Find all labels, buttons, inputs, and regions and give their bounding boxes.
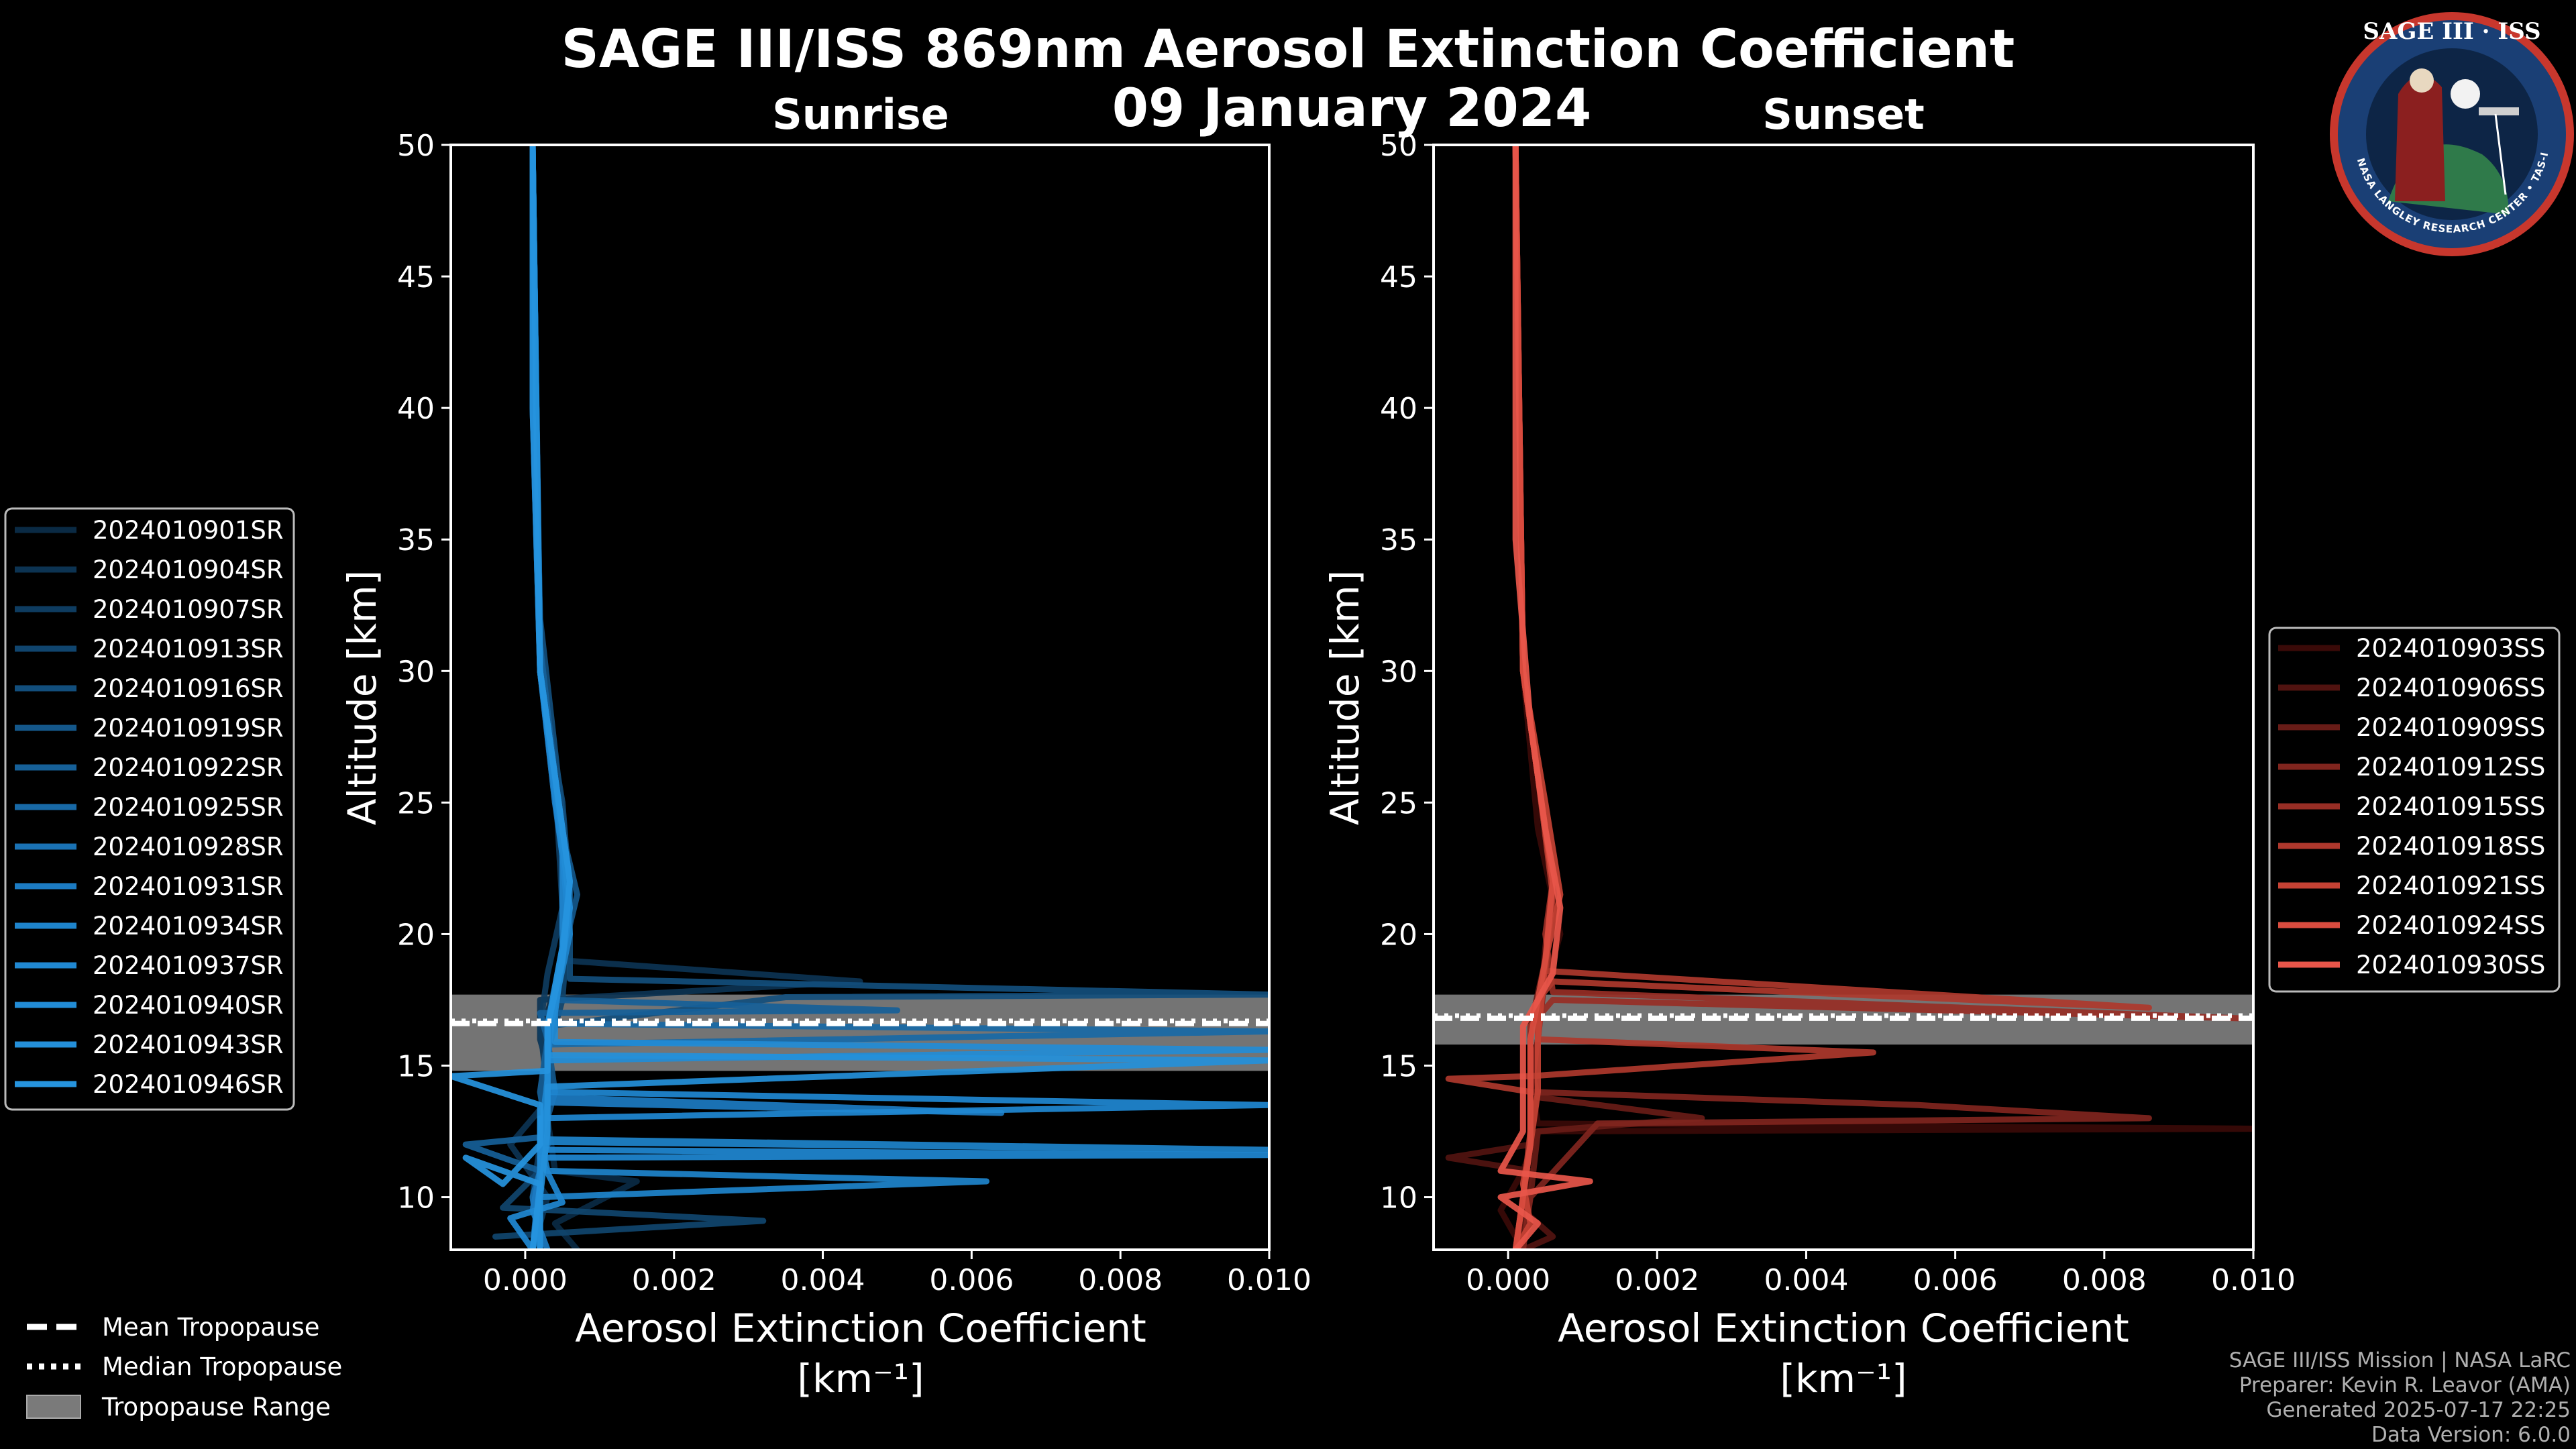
sunset-y-tick-label: 15: [1380, 1050, 1417, 1084]
sunrise-legend-label: 2024010916SR: [93, 674, 284, 703]
sunset-x-axis-unit: [km⁻¹]: [1780, 1356, 1907, 1401]
sunrise-legend-label: 2024010943SR: [93, 1030, 284, 1059]
logo-figure-icon: [2395, 75, 2445, 201]
sunrise-series-line-2024010946SR: [451, 145, 573, 1250]
sunset-legend-label: 2024010906SS: [2356, 674, 2545, 702]
sunrise-legend: 2024010901SR 2024010904SR 2024010907SR 2024…: [4, 507, 295, 1111]
sunrise-legend-label: 2024010922SR: [93, 753, 284, 782]
sunrise-y-tick-label: 25: [397, 786, 435, 820]
logo-iss-icon: [2479, 107, 2519, 115]
sunset-panel: 0.000 0.002 0.004 0.006 0.008 0.010 10 15 20 25 30…: [1322, 129, 2296, 1401]
sunset-y-tick-label: 25: [1380, 786, 1417, 820]
sunset-legend-label: 2024010921SS: [2356, 871, 2545, 900]
sunset-legend-label: 2024010918SS: [2356, 832, 2545, 861]
sunset-y-tick-label: 20: [1380, 918, 1417, 952]
sunrise-y-tick-label: 30: [397, 655, 435, 689]
credit-mission: SAGE III/ISS Mission | NASA LaRC: [2229, 1348, 2571, 1373]
figure-date: 09 January 2024: [1112, 78, 1592, 139]
logo-title: SAGE III · ISS: [2363, 18, 2540, 45]
sunrise-x-axis-label: Aerosol Extinction Coefficient: [575, 1305, 1146, 1351]
median-tropopause-label: Median Tropopause: [102, 1352, 342, 1381]
sunset-legend-label: 2024010915SS: [2356, 792, 2545, 821]
sunset-legend-frame: [2268, 627, 2561, 993]
sunset-x-tick-label: 0.000: [1466, 1263, 1550, 1297]
sunrise-y-tick-label: 50: [397, 129, 435, 163]
sunrise-legend-label: 2024010913SR: [93, 635, 284, 663]
sunrise-series-line-2024010937SR: [507, 145, 1269, 1250]
sunset-legend-label: 2024010909SS: [2356, 713, 2545, 742]
sunset-y-tick-label: 30: [1380, 655, 1417, 689]
credit-generated: Generated 2025-07-17 22:25: [2266, 1398, 2571, 1422]
sunset-series-line-2024010930SS: [1497, 145, 1593, 1250]
sunset-y-tick-label: 50: [1380, 129, 1417, 163]
sunset-legend-label: 2024010924SS: [2356, 911, 2545, 940]
sunrise-legend-label: 2024010907SR: [93, 595, 284, 624]
sunset-y-tick-label: 10: [1380, 1181, 1417, 1216]
sunrise-x-tick-label: 0.006: [929, 1263, 1014, 1297]
logo-beam-icon: [2494, 113, 2507, 195]
sunrise-panel-title: Sunrise: [772, 90, 949, 139]
sunrise-legend-label: 2024010940SR: [93, 991, 284, 1020]
sunset-y-tick-label: 35: [1380, 523, 1417, 557]
sunset-x-tick-label: 0.004: [1764, 1263, 1848, 1297]
sunrise-legend-label: 2024010937SR: [93, 951, 284, 980]
sunset-x-axis-label: Aerosol Extinction Coefficient: [1558, 1305, 2129, 1351]
logo-face-icon: [2410, 68, 2434, 93]
sunset-y-tick-label: 45: [1380, 260, 1417, 294]
credit-data-version: Data Version: 6.0.0: [2371, 1423, 2571, 1447]
sunrise-legend-label: 2024010901SR: [93, 516, 284, 545]
sunset-legend: 2024010903SS 2024010906SS 2024010909SS 2024…: [2268, 627, 2561, 993]
sunset-x-tick-label: 0.008: [2062, 1263, 2147, 1297]
sunrise-x-tick-label: 0.002: [632, 1263, 716, 1297]
sunrise-plot-frame: [449, 144, 1271, 1251]
sunset-legend-label: 2024010930SS: [2356, 951, 2545, 979]
figure-title: SAGE III/ISS 869nm Aerosol Extinction Co…: [561, 19, 2015, 80]
sunrise-legend-label: 2024010925SR: [93, 793, 284, 822]
sunrise-y-tick-label: 15: [397, 1050, 435, 1084]
sunrise-y-tick-label: 35: [397, 523, 435, 557]
tropopause-range-swatch: [26, 1395, 81, 1419]
sunrise-y-axis-label: Altitude [km]: [339, 570, 385, 825]
sunset-legend-label: 2024010912SS: [2356, 753, 2545, 782]
sunrise-legend-label: 2024010919SR: [93, 714, 284, 743]
sunrise-x-tick-label: 0.000: [483, 1263, 568, 1297]
mean-tropopause-label: Mean Tropopause: [102, 1313, 320, 1342]
credits: SAGE III/ISS Mission | NASA LaRC Prepare…: [2229, 1348, 2571, 1447]
sunset-legend-label: 2024010903SS: [2356, 634, 2545, 663]
sunset-panel-title: Sunset: [1762, 90, 1925, 139]
sunrise-y-tick-label: 40: [397, 392, 435, 426]
sunset-x-tick-label: 0.010: [2211, 1263, 2296, 1297]
sunrise-legend-label: 2024010928SR: [93, 833, 284, 861]
sunrise-x-tick-label: 0.008: [1078, 1263, 1163, 1297]
credit-preparer: Preparer: Kevin R. Leavor (AMA): [2239, 1373, 2571, 1397]
sunrise-x-axis-unit: [km⁻¹]: [797, 1356, 924, 1401]
tropopause-legend: Mean Tropopause Median Tropopause Tropop…: [26, 1313, 342, 1421]
sunrise-panel: 0.000 0.002 0.004 0.006 0.008 0.010 10 15 20 25 30…: [339, 129, 1311, 1401]
sunset-x-tick-label: 0.002: [1615, 1263, 1699, 1297]
sunset-y-tick-label: 40: [1380, 392, 1417, 426]
sunrise-x-tick-label: 0.004: [781, 1263, 865, 1297]
sunrise-y-tick-label: 20: [397, 918, 435, 952]
tropopause-range-label: Tropopause Range: [101, 1393, 331, 1421]
sunrise-x-tick-label: 0.010: [1227, 1263, 1311, 1297]
sunrise-legend-frame: [4, 507, 295, 1111]
logo-moon-icon: [2451, 79, 2480, 109]
sunrise-y-tick-label: 10: [397, 1181, 435, 1216]
sunrise-legend-label: 2024010946SR: [93, 1070, 284, 1099]
sunset-y-axis-label: Altitude [km]: [1322, 570, 1368, 825]
sunrise-legend-label: 2024010904SR: [93, 555, 284, 584]
sunrise-legend-label: 2024010934SR: [93, 912, 284, 941]
sunrise-y-tick-label: 45: [397, 260, 435, 294]
sunset-x-tick-label: 0.006: [1913, 1263, 1998, 1297]
sunset-plot-frame: [1432, 144, 2255, 1251]
sunrise-legend-label: 2024010931SR: [93, 872, 284, 901]
